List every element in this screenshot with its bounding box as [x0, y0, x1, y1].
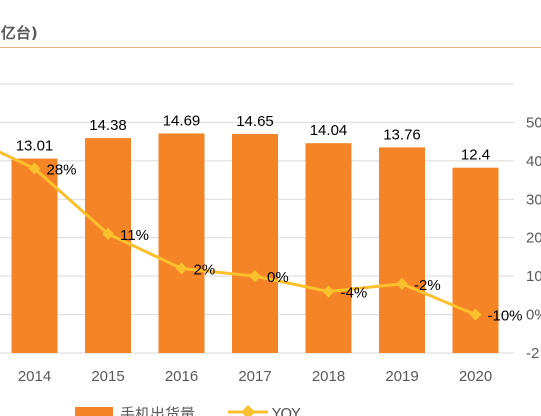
bar-value-label-2017: 14.65	[236, 113, 274, 130]
right-y-axis: -2 0% 10 20 30 40 50	[526, 114, 541, 362]
yoy-value-label-2014: 28%	[47, 162, 77, 179]
bar-series	[11, 133, 499, 353]
title-divider	[0, 47, 541, 48]
yoy-marker-2018	[322, 285, 335, 298]
bar-2019	[379, 147, 425, 353]
yoy-value-label-2017: 0%	[267, 269, 289, 286]
yoy-series	[0, 150, 482, 321]
bar-value-label-2015: 14.38	[89, 117, 127, 134]
bar-value-label-2019: 13.76	[383, 126, 421, 143]
bar-2017	[232, 134, 278, 353]
yoy-marker-2015	[102, 227, 114, 240]
bar-2014	[11, 158, 58, 353]
chart-title: (亿台)	[0, 24, 38, 42]
bar-2015	[85, 138, 131, 353]
y-tick-label: 50	[526, 114, 541, 131]
x-tick-label-2017: 2017	[238, 368, 271, 385]
bar-2020	[452, 167, 499, 353]
yoy-marker-2019	[396, 277, 408, 290]
bar-value-labels: 13.01 14.38 14.69 14.65 14.04 13.76 12.4	[16, 112, 490, 163]
legend-label-shipments: 手机出货量	[120, 405, 195, 416]
x-tick-label-2018: 2018	[312, 368, 345, 385]
yoy-value-label-2015: 11%	[120, 227, 149, 244]
yoy-value-label-2020: -10%	[488, 308, 523, 325]
yoy-marker-2017	[249, 270, 261, 283]
yoy-marker-2020	[469, 308, 482, 321]
bar-value-label-2018: 14.04	[310, 122, 348, 139]
x-tick-label-2020: 2020	[459, 368, 492, 385]
bar-2016	[158, 133, 205, 353]
y-tick-label: 0%	[526, 307, 541, 324]
y-tick-label: -2	[526, 345, 539, 362]
y-tick-label: 40	[526, 153, 541, 170]
yoy-value-label-2016: 2%	[194, 261, 216, 278]
legend-swatch-yoy-marker	[241, 405, 255, 416]
y-tick-label: 20	[526, 230, 541, 247]
bar-value-label-2016: 14.69	[163, 112, 201, 129]
legend-label-yoy: YOY	[271, 405, 301, 416]
legend: 手机出货量 YOY	[75, 405, 301, 416]
x-tick-label-2016: 2016	[165, 368, 198, 385]
yoy-value-label-2018: -4%	[341, 285, 368, 302]
yoy-value-labels: 28% 11% 2% 0% -4% -2% -10%	[47, 162, 523, 325]
x-axis: 2014 2015 2016 2017 2018 2019 2020	[18, 368, 492, 385]
x-tick-label-2014: 2014	[18, 368, 51, 385]
yoy-marker-2016	[175, 262, 188, 275]
x-tick-label-2015: 2015	[91, 368, 124, 385]
yoy-line	[0, 150, 477, 316]
y-tick-label: 30	[526, 191, 541, 208]
legend-swatch-shipments	[75, 407, 113, 416]
y-tick-label: 10	[526, 268, 541, 285]
bar-2018	[305, 143, 352, 353]
yoy-marker-2014	[28, 162, 41, 175]
x-tick-label-2019: 2019	[385, 368, 418, 385]
bar-value-label-2020: 12.4	[461, 147, 490, 164]
yoy-value-label-2019: -2%	[414, 277, 441, 294]
bar-value-label-2014: 13.01	[16, 138, 54, 155]
